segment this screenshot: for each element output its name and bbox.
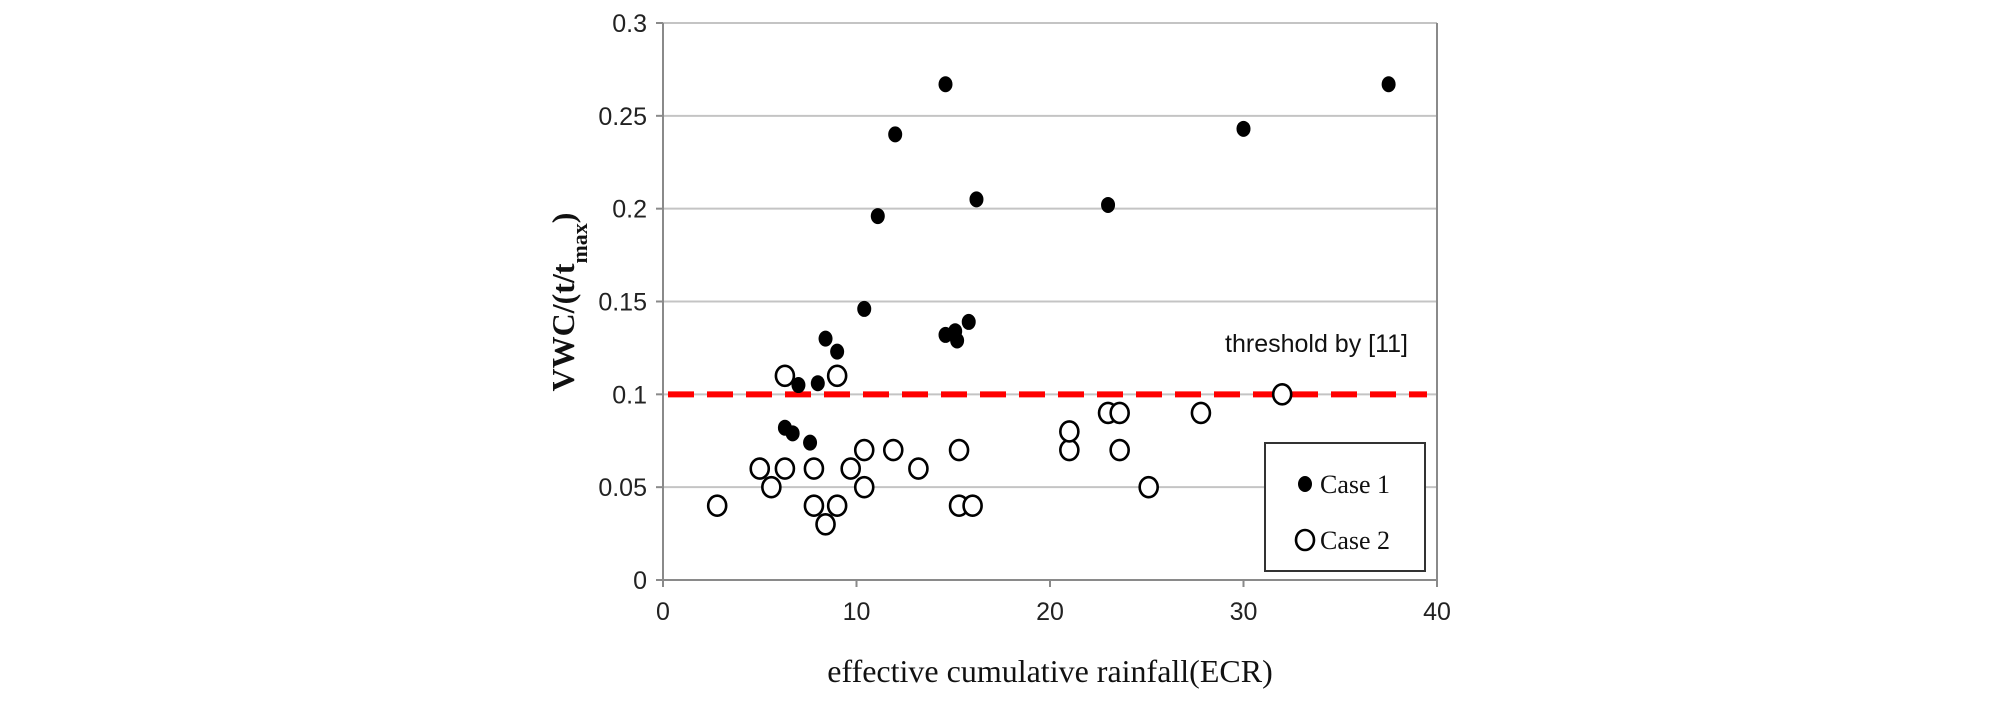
x-tick-label: 30 <box>1230 598 1258 626</box>
y-axis-label: VWC/(t/tmax) <box>545 213 592 392</box>
y-axis-label-subscript: max <box>567 223 592 263</box>
case-2-point <box>840 457 861 480</box>
y-axis-label-main: VWC/(t/t <box>545 263 581 391</box>
case-1-point <box>803 434 818 451</box>
data-points <box>706 76 1396 536</box>
case-1-point <box>785 425 800 442</box>
case-1-point <box>1101 196 1116 213</box>
y-tick-labels: 0 0.05 0.1 0.15 0.2 0.25 0.3 <box>598 10 663 595</box>
case-1-point <box>818 330 833 347</box>
case-1-point <box>791 377 806 394</box>
y-tick-label: 0.1 <box>612 381 647 409</box>
y-tick-label: 0.3 <box>612 10 647 38</box>
case-2-point <box>761 475 782 499</box>
legend-marker-case-1 <box>1298 476 1312 492</box>
case-2-point <box>774 457 796 480</box>
case-1-point <box>969 191 984 208</box>
legend-label: Case 2 <box>1320 526 1390 555</box>
case-2-point <box>803 494 825 518</box>
case-2-point <box>908 457 929 480</box>
case-2-point <box>826 494 848 518</box>
case-2-point <box>749 457 771 480</box>
legend-box <box>1264 442 1426 572</box>
case-2-point <box>962 494 983 518</box>
legend-marker-case-2 <box>1294 528 1316 552</box>
case-2-point <box>1059 438 1080 462</box>
case-2-point <box>1271 383 1293 406</box>
x-tick-label: 10 <box>843 598 871 626</box>
x-tick-label: 40 <box>1423 598 1451 626</box>
x-tick-labels: 0 10 20 30 40 <box>656 580 1451 626</box>
y-axis-label-close: ) <box>545 213 581 224</box>
y-tick-label: 0.05 <box>598 474 647 502</box>
x-axis-label: effective cumulative rainfall(ECR) <box>827 653 1272 689</box>
threshold-annotation: threshold by [11] <box>1225 330 1408 358</box>
y-tick-label: 0.15 <box>598 289 647 317</box>
case-1-point <box>870 208 885 225</box>
x-tick-label: 20 <box>1036 598 1064 626</box>
case-1-point <box>950 332 965 349</box>
case-2-point <box>1059 420 1080 443</box>
case-1-point <box>961 313 976 330</box>
case-1-point <box>830 343 845 360</box>
case-2-point <box>948 438 970 462</box>
x-tick-label: 0 <box>656 598 670 626</box>
case-2-point <box>706 494 728 518</box>
case-2-point <box>853 438 875 462</box>
y-tick-label: 0 <box>633 567 647 595</box>
case-2-point <box>1138 475 1159 499</box>
case-2-point <box>803 457 825 480</box>
case-2-point <box>853 475 875 499</box>
y-tick-label: 0.25 <box>598 103 647 131</box>
case-2-point <box>1109 438 1130 462</box>
case-1-point <box>938 76 953 93</box>
case-2-point <box>1109 401 1130 425</box>
case-1-point <box>857 300 872 317</box>
case-1-point <box>888 126 903 143</box>
case-1-point <box>1236 120 1251 137</box>
case-1-point <box>810 375 825 392</box>
legend: Case 1 Case 2 <box>1264 442 1426 572</box>
legend-label: Case 1 <box>1320 470 1390 499</box>
case-1-point <box>1381 76 1396 93</box>
case-2-point <box>826 364 848 388</box>
case-2-point <box>774 364 796 388</box>
case-2-point <box>1190 401 1212 425</box>
y-tick-label: 0.2 <box>612 196 647 224</box>
case-2-point <box>815 512 836 536</box>
case-2-point <box>882 438 904 462</box>
